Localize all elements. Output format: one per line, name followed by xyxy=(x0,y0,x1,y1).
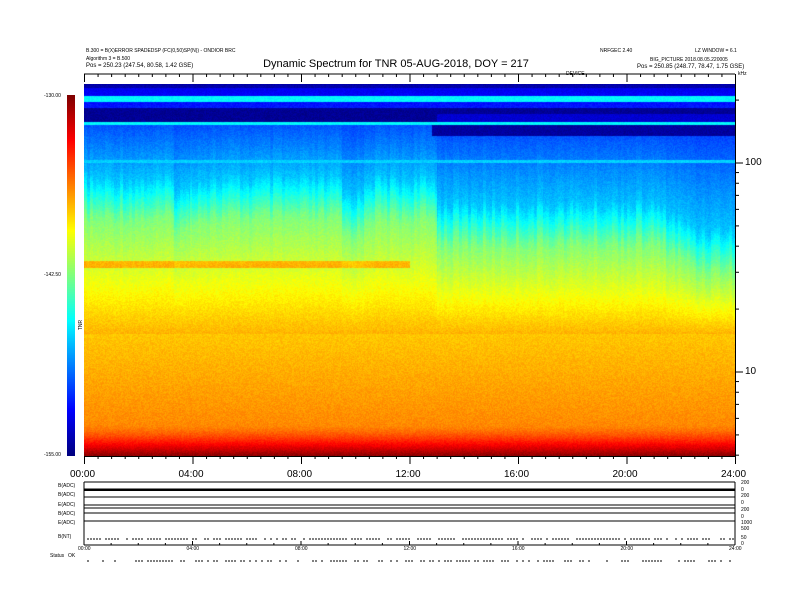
panel-right-tick: 0 xyxy=(741,541,744,547)
colorbar xyxy=(67,95,75,456)
colorbar-tick-top: -130.00 xyxy=(44,93,61,99)
panel-x-tick: 08:00 xyxy=(295,546,308,552)
panel-right-tick: 200 xyxy=(741,480,750,486)
panel-label: E(ADC) xyxy=(58,502,76,508)
panel-right-tick: 1000 xyxy=(741,520,753,526)
left-header-line2: Algorithm 3 = B.500 xyxy=(86,56,131,62)
panel-label: B(ADC) xyxy=(58,492,76,498)
left-header-pos: Pos = 250.23 (247.54, 80.58, 1.42 GSE) xyxy=(86,63,194,69)
status-label: Status xyxy=(50,553,65,559)
y-tick-10: 10 xyxy=(745,366,757,377)
x-tick-label: 20:00 xyxy=(612,469,638,480)
panel-right-tick: 500 xyxy=(741,526,750,532)
x-tick-label: 08:00 xyxy=(287,469,313,480)
panel-label: B(NT) xyxy=(58,534,72,540)
status-value: OK xyxy=(68,553,76,559)
center-right-label: NRFGEC 2.40 xyxy=(600,48,633,54)
panel-x-tick: 24:00 xyxy=(729,546,742,552)
x-tick-label: 16:00 xyxy=(504,469,530,480)
colorbar-tick-bottom: -155.00 xyxy=(44,452,61,458)
left-header-line1: B.300 = B(X)ERROR SPADEDSP (FC(0,50)SP(N… xyxy=(86,48,236,54)
x-tick-label: 04:00 xyxy=(178,469,204,480)
panel-right-tick: 200 xyxy=(741,493,750,499)
x-tick-label: 24:00 xyxy=(721,469,747,480)
x-tick-label: 00:00 xyxy=(70,469,96,480)
x-tick-label: 12:00 xyxy=(395,469,421,480)
right-header-pos: Pos = 250.85 (248.77, 78.47, 1.75 GSE) xyxy=(637,64,745,70)
right-header-line2: BIG_PICTURE 2018.08.05.220005 xyxy=(650,57,728,63)
panel-x-tick: 04:00 xyxy=(186,546,200,552)
panel-x-tick: 00:00 xyxy=(78,546,91,552)
panel-right-tick: 0 xyxy=(741,487,744,493)
panel-right-tick: 50 xyxy=(741,535,747,541)
panel-x-tick: 16:00 xyxy=(512,546,525,552)
panel-x-tick: 20:00 xyxy=(620,546,634,552)
panel-right-tick: 0 xyxy=(741,514,744,520)
panel-label: B(ADC) xyxy=(58,483,76,489)
panel-label: E(ADC) xyxy=(58,520,76,526)
right-axis-unit: kHz xyxy=(738,71,747,77)
colorbar-tick-mid: -142.50 xyxy=(44,272,61,278)
panel-x-tick: 12:00 xyxy=(403,546,417,552)
right-header-line1: LZ WINDOW = 6.1 xyxy=(695,48,737,54)
panel-right-tick: 0 xyxy=(741,500,744,506)
y-tick-100: 100 xyxy=(745,157,762,168)
panel-right-tick: 200 xyxy=(741,507,750,513)
spectrogram xyxy=(84,84,735,456)
panel-label: B(ADC) xyxy=(58,511,76,517)
chart-title: Dynamic Spectrum for TNR 05-AUG-2018, DO… xyxy=(263,58,529,70)
